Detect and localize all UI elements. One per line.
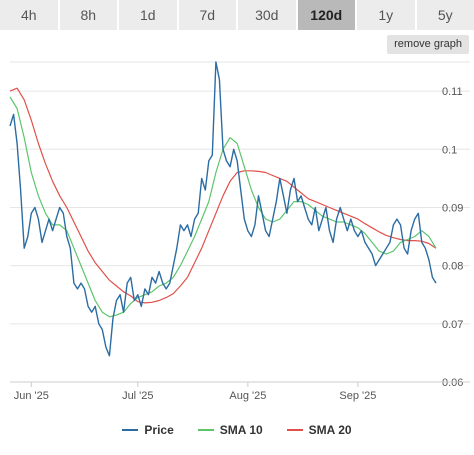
chart-legend: Price SMA 10 SMA 20 <box>0 420 474 440</box>
x-tick-label-2: Aug '25 <box>229 390 266 402</box>
tab-7d[interactable]: 7d <box>178 0 238 30</box>
y-tick-label-4: 0.1 <box>442 144 457 156</box>
tab-5y[interactable]: 5y <box>416 0 474 30</box>
remove-graph-button[interactable]: remove graph <box>387 35 469 54</box>
y-tick-label-2: 0.08 <box>442 261 463 273</box>
y-tick-label-3: 0.09 <box>442 202 463 214</box>
legend-swatch-sma20 <box>286 429 303 431</box>
tab-8h[interactable]: 8h <box>59 0 119 30</box>
x-tick-label-1: Jul '25 <box>122 390 153 402</box>
legend-item-sma20[interactable]: SMA 20 <box>286 423 352 437</box>
y-tick-label-1: 0.07 <box>442 319 463 331</box>
legend-swatch-price <box>122 429 139 431</box>
x-tick-label-0: Jun '25 <box>14 390 49 402</box>
legend-item-price[interactable]: Price <box>122 423 174 437</box>
x-tick-label-3: Sep '25 <box>339 390 376 402</box>
legend-swatch-sma10 <box>197 429 214 431</box>
tab-120d[interactable]: 120d <box>297 0 357 30</box>
series-line-sma-20 <box>9 87 437 304</box>
legend-label-sma10: SMA 10 <box>219 423 263 437</box>
timeframe-tabs: 4h 8h 1d 7d 30d 120d 1y 5y <box>0 0 474 30</box>
y-tick-label-0: 0.06 <box>442 377 463 389</box>
tab-4h[interactable]: 4h <box>0 0 60 30</box>
tab-30d[interactable]: 30d <box>238 0 298 30</box>
tab-1y[interactable]: 1y <box>357 0 417 30</box>
series-line-price <box>9 61 437 357</box>
legend-item-sma10[interactable]: SMA 10 <box>197 423 263 437</box>
y-tick-label-5: 0.11 <box>442 86 463 98</box>
legend-label-price: Price <box>144 423 174 437</box>
legend-label-sma20: SMA 20 <box>308 423 352 437</box>
tab-1d[interactable]: 1d <box>119 0 179 30</box>
